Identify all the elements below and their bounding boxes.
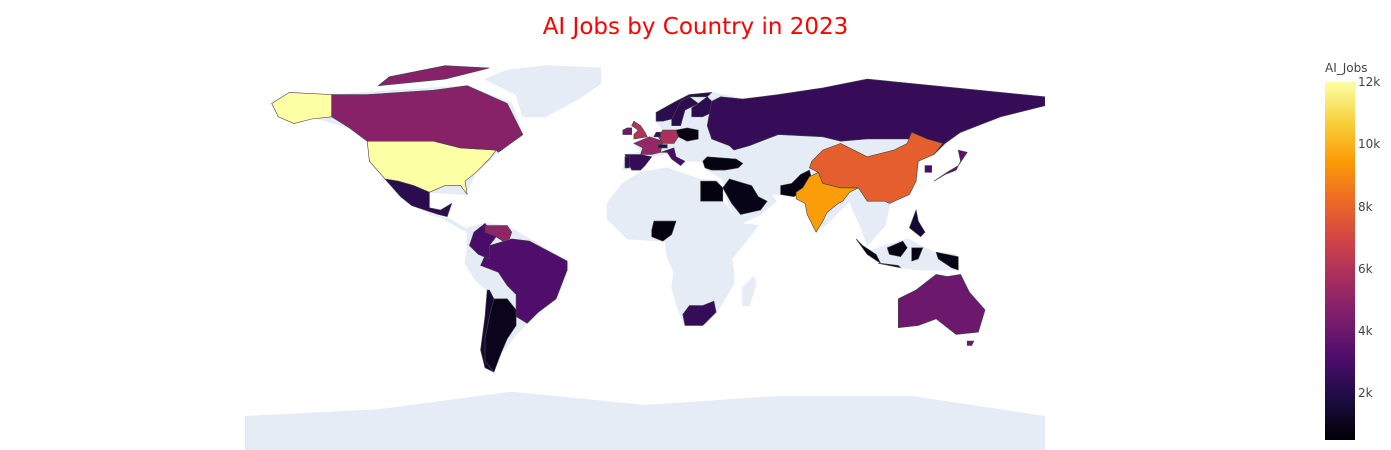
colorbar-tick-label: 2k bbox=[1358, 386, 1373, 401]
country-fra[interactable] bbox=[633, 136, 664, 155]
country-kor[interactable] bbox=[924, 165, 933, 173]
country-che[interactable] bbox=[657, 144, 668, 149]
country-chn[interactable] bbox=[809, 131, 944, 204]
country-usa-part-2[interactable] bbox=[271, 92, 333, 124]
country-idn-part-1[interactable] bbox=[855, 238, 882, 265]
map-title: AI Jobs by Country in 2023 bbox=[542, 14, 849, 40]
country-can-part-1[interactable] bbox=[331, 85, 524, 153]
country-layer[interactable] bbox=[271, 65, 1045, 373]
colorbar bbox=[1325, 82, 1355, 440]
country-idn-part-5[interactable] bbox=[935, 251, 959, 271]
colorbar-title: AI_Jobs bbox=[1325, 61, 1368, 75]
country-ven[interactable] bbox=[484, 225, 513, 242]
colorbar-tick-label: 12k bbox=[1358, 75, 1381, 89]
country-esp[interactable] bbox=[624, 154, 653, 171]
country-fin[interactable] bbox=[691, 96, 713, 118]
colorbar-tick-label: 4k bbox=[1358, 324, 1373, 339]
country-aus-part-2[interactable] bbox=[966, 340, 975, 346]
country-idn-part-2[interactable] bbox=[878, 262, 902, 269]
country-deu[interactable] bbox=[657, 129, 679, 144]
country-jpn[interactable] bbox=[933, 149, 968, 182]
landmass-antarctica bbox=[245, 391, 1045, 450]
country-zaf[interactable] bbox=[682, 300, 717, 326]
country-ind[interactable] bbox=[795, 171, 859, 233]
country-nld[interactable] bbox=[653, 132, 661, 138]
landmass-greenland bbox=[483, 65, 602, 118]
country-idn-part-4[interactable] bbox=[911, 247, 924, 262]
country-tur[interactable] bbox=[702, 156, 744, 171]
country-aus-part-1[interactable] bbox=[897, 274, 986, 335]
country-rus[interactable] bbox=[706, 78, 1045, 155]
colorbar-tick-label: 8k bbox=[1358, 199, 1373, 214]
country-sau[interactable] bbox=[722, 178, 768, 215]
country-ita[interactable] bbox=[660, 147, 686, 166]
country-gbr[interactable] bbox=[631, 120, 648, 140]
country-idn-part-3[interactable] bbox=[886, 240, 908, 258]
country-egy[interactable] bbox=[700, 180, 724, 202]
country-pol[interactable] bbox=[675, 127, 699, 142]
country-bra[interactable] bbox=[480, 238, 568, 324]
country-can-part-2[interactable] bbox=[377, 65, 490, 87]
country-mex[interactable] bbox=[384, 178, 453, 218]
country-phl[interactable] bbox=[909, 208, 926, 238]
landmass-africa bbox=[606, 167, 760, 326]
colorbar-tick-label: 6k bbox=[1358, 261, 1373, 276]
landmass-madagascar bbox=[742, 275, 757, 306]
colorbar-tick-label: 10k bbox=[1358, 137, 1381, 152]
country-chl[interactable] bbox=[480, 289, 495, 373]
country-prt[interactable] bbox=[624, 156, 630, 169]
country-irl[interactable] bbox=[622, 127, 633, 135]
country-nga[interactable] bbox=[651, 220, 677, 242]
